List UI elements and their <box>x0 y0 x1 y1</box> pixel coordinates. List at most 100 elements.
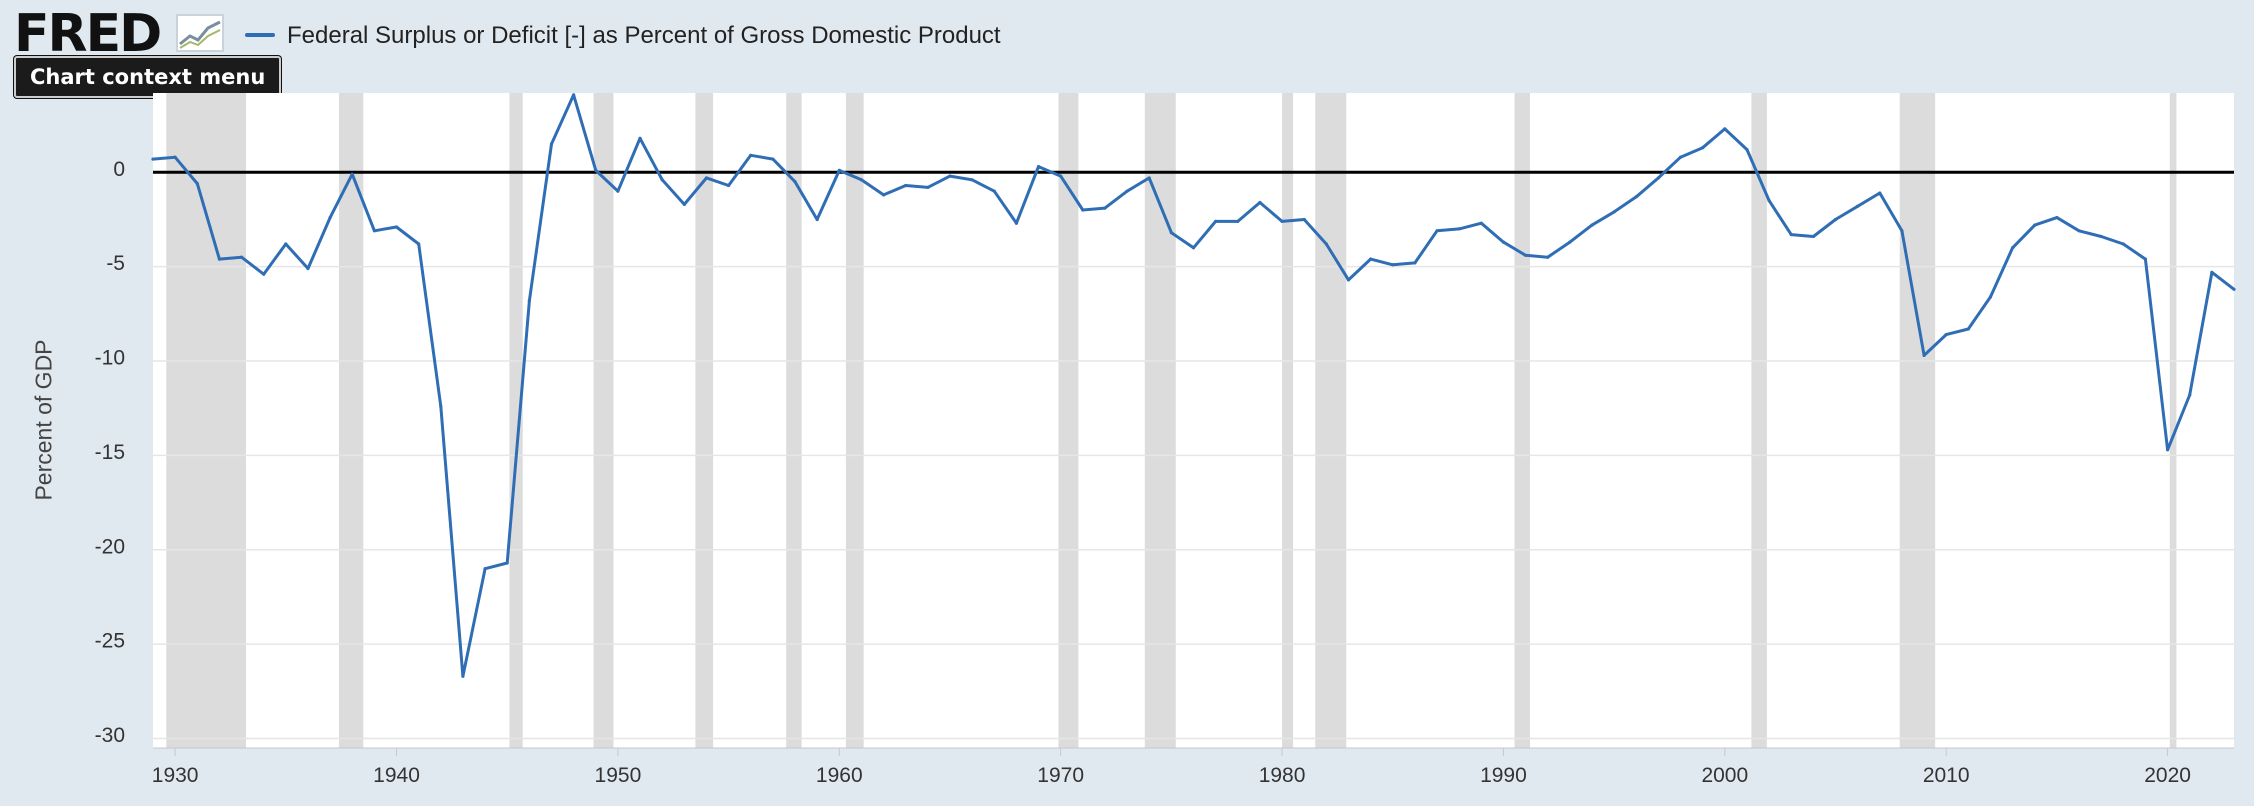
data-point-1986[interactable] <box>1413 261 1417 265</box>
data-point-2002[interactable] <box>1767 198 1771 203</box>
data-point-1998[interactable] <box>1678 155 1683 159</box>
data-point-2010[interactable] <box>1944 333 1948 337</box>
data-point-1978[interactable] <box>1236 219 1240 223</box>
data-point-1963[interactable] <box>904 183 908 188</box>
data-point-1981[interactable] <box>1302 217 1306 222</box>
data-point-2014[interactable] <box>2033 223 2037 227</box>
data-point-1994[interactable] <box>1590 223 1594 227</box>
data-point-1944[interactable] <box>483 567 487 571</box>
data-point-1966[interactable] <box>970 178 974 182</box>
data-point-1957[interactable] <box>771 157 775 161</box>
data-point-2018[interactable] <box>2121 242 2125 246</box>
x-tick-label: 1980 <box>1259 764 1306 787</box>
data-point-2000[interactable] <box>1723 127 1727 131</box>
data-point-2021[interactable] <box>2188 393 2192 397</box>
data-point-1937[interactable] <box>328 215 332 220</box>
data-point-1948[interactable] <box>572 93 576 97</box>
data-point-1942[interactable] <box>439 404 443 408</box>
data-point-1979[interactable] <box>1258 200 1262 205</box>
data-point-1932[interactable] <box>217 257 222 261</box>
data-point-2022[interactable] <box>2210 270 2214 274</box>
data-point-1936[interactable] <box>306 266 310 271</box>
data-point-2019[interactable] <box>2143 257 2148 261</box>
data-point-1971[interactable] <box>1081 208 1085 212</box>
x-tick-label: 1950 <box>595 764 642 787</box>
data-point-1931[interactable] <box>195 182 199 186</box>
data-point-2007[interactable] <box>1878 191 1882 195</box>
data-point-1929[interactable] <box>151 157 155 161</box>
data-point-2001[interactable] <box>1745 148 1749 152</box>
data-point-1951[interactable] <box>638 136 642 140</box>
data-point-2008[interactable] <box>1900 229 1904 233</box>
chart-context-menu-button[interactable]: Chart context menu <box>14 56 282 98</box>
data-point-1988[interactable] <box>1457 227 1461 231</box>
data-point-1977[interactable] <box>1214 219 1218 223</box>
data-point-1996[interactable] <box>1634 195 1638 199</box>
data-point-2006[interactable] <box>1856 204 1860 208</box>
data-point-1974[interactable] <box>1147 176 1151 180</box>
data-point-1961[interactable] <box>859 178 864 182</box>
data-point-1945[interactable] <box>505 561 509 565</box>
data-point-1972[interactable] <box>1103 206 1107 210</box>
data-point-1934[interactable] <box>262 272 266 276</box>
data-point-1960[interactable] <box>837 168 841 172</box>
data-point-1970[interactable] <box>1059 174 1063 178</box>
data-point-1953[interactable] <box>682 202 686 206</box>
data-point-1935[interactable] <box>284 242 288 246</box>
data-point-2017[interactable] <box>2099 234 2103 239</box>
data-point-1939[interactable] <box>372 229 376 233</box>
fred-logo[interactable]: FRED <box>14 4 162 64</box>
data-point-1959[interactable] <box>815 217 819 222</box>
data-point-1993[interactable] <box>1568 240 1572 244</box>
data-point-1955[interactable] <box>726 183 731 188</box>
data-point-1933[interactable] <box>239 255 244 259</box>
data-point-1983[interactable] <box>1346 278 1351 282</box>
data-point-1962[interactable] <box>881 193 886 197</box>
data-point-1968[interactable] <box>1014 221 1018 225</box>
data-point-2020[interactable] <box>2165 448 2170 452</box>
data-point-1980[interactable] <box>1280 219 1284 223</box>
data-point-1954[interactable] <box>704 176 709 180</box>
data-point-1956[interactable] <box>749 153 753 157</box>
data-point-1940[interactable] <box>394 225 399 229</box>
data-point-2003[interactable] <box>1789 232 1793 237</box>
data-point-1984[interactable] <box>1369 257 1373 261</box>
data-point-1990[interactable] <box>1501 240 1506 244</box>
data-point-1982[interactable] <box>1324 242 1328 246</box>
data-point-1943[interactable] <box>461 674 465 678</box>
data-point-2011[interactable] <box>1966 327 1970 331</box>
data-point-2009[interactable] <box>1922 353 1926 357</box>
data-point-1987[interactable] <box>1435 229 1439 233</box>
data-point-1997[interactable] <box>1656 176 1661 180</box>
data-point-1947[interactable] <box>549 142 554 146</box>
data-point-1989[interactable] <box>1479 221 1483 225</box>
data-point-1952[interactable] <box>660 178 664 182</box>
data-point-2015[interactable] <box>2055 215 2059 220</box>
data-point-1991[interactable] <box>1523 253 1528 257</box>
data-point-1946[interactable] <box>527 299 531 303</box>
data-point-1965[interactable] <box>948 174 952 178</box>
data-point-2005[interactable] <box>1833 217 1838 222</box>
data-point-2023[interactable] <box>2232 287 2236 291</box>
data-point-1967[interactable] <box>992 189 996 193</box>
data-point-1995[interactable] <box>1612 210 1616 214</box>
data-point-1992[interactable] <box>1546 255 1550 259</box>
data-point-1964[interactable] <box>926 185 930 189</box>
data-point-2004[interactable] <box>1811 234 1815 239</box>
data-point-1950[interactable] <box>616 189 620 193</box>
data-point-1938[interactable] <box>350 172 354 176</box>
data-point-2012[interactable] <box>1988 295 1993 299</box>
data-point-2013[interactable] <box>2011 246 2015 250</box>
data-point-1958[interactable] <box>793 180 797 184</box>
data-point-1976[interactable] <box>1191 246 1196 250</box>
data-point-1941[interactable] <box>417 242 421 246</box>
data-point-2016[interactable] <box>2077 229 2081 233</box>
data-point-1969[interactable] <box>1036 165 1041 169</box>
data-point-1930[interactable] <box>173 155 177 159</box>
data-point-1973[interactable] <box>1125 189 1129 193</box>
data-point-1999[interactable] <box>1701 146 1705 150</box>
data-point-1985[interactable] <box>1391 263 1395 267</box>
data-point-1949[interactable] <box>594 168 598 172</box>
data-point-1975[interactable] <box>1169 231 1173 235</box>
